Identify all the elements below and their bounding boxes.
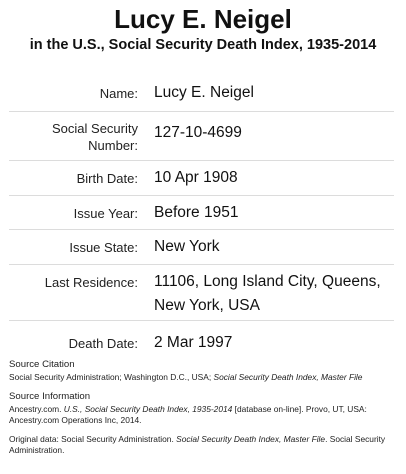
- page-subtitle: in the U.S., Social Security Death Index…: [29, 37, 377, 53]
- source-information-heading: Source Information: [9, 390, 91, 402]
- source-information-details: [database on-line]. Provo, UT, USA: Ance…: [9, 403, 367, 426]
- record-value: New York: [154, 238, 220, 255]
- source-citation: Source Citation Social Security Administ…: [9, 359, 401, 384]
- record-row-issue-state: Issue State: New York: [9, 230, 394, 265]
- source-citation-text: Social Security Administration; Washingt…: [9, 372, 401, 384]
- record-value: Lucy E. Neigel: [154, 84, 254, 101]
- source-information-text: Ancestry.com. U.S., Social Security Deat…: [9, 404, 401, 427]
- record-value-line: New York, USA: [154, 297, 260, 314]
- record-label: Issue Year:: [73, 206, 138, 221]
- record-row-name: Name: Lucy E. Neigel: [9, 71, 394, 112]
- record-value: 10 Apr 1908: [154, 169, 238, 186]
- source-notes: Source Citation Social Security Administ…: [9, 359, 401, 464]
- source-original-suffix: . Social Security Administration.: [9, 433, 386, 456]
- record-row-last-residence: Last Residence: 11106, Long Island City,…: [9, 265, 394, 321]
- page-title: Lucy E. Neigel: [114, 4, 292, 34]
- record-value: Before 1951: [154, 204, 239, 221]
- record-value: 2 Mar 1997: [154, 334, 233, 351]
- record-label: Issue State:: [69, 240, 138, 255]
- source-citation-plain: Social Security Administration; Washingt…: [9, 372, 214, 382]
- record-label: Social Security Number:: [52, 121, 138, 153]
- source-original-data: Original data: Social Security Administr…: [9, 434, 401, 457]
- source-original-text: Original data: Social Security Administr…: [9, 434, 401, 457]
- record-label: Last Residence:: [44, 275, 138, 290]
- record-row-ssn: Social Security Number: 127-10-4699: [9, 112, 394, 161]
- source-original-prefix: Original data: Social Security Administr…: [9, 433, 177, 444]
- record-row-birth-date: Birth Date: 10 Apr 1908: [9, 161, 394, 196]
- source-information-title: U.S., Social Security Death Index, 1935-…: [63, 403, 233, 414]
- record-value-line: 11106, Long Island City, Queens,: [154, 273, 381, 290]
- record-label: Birth Date:: [76, 171, 138, 186]
- record-row-death-date: Death Date: 2 Mar 1997: [9, 321, 394, 357]
- source-information: Source Information Ancestry.com. U.S., S…: [9, 391, 401, 427]
- record-value: 11106, Long Island City, Queens, New Yor…: [140, 265, 394, 320]
- record-label: Death Date:: [68, 336, 138, 351]
- source-information-publisher: Ancestry.com.: [9, 403, 64, 414]
- source-citation-title: Social Security Death Index, Master File: [213, 372, 363, 382]
- source-citation-heading: Source Citation: [9, 359, 75, 370]
- record-details: Name: Lucy E. Neigel Social Security Num…: [9, 71, 394, 357]
- record-value: 127-10-4699: [154, 124, 242, 141]
- source-original-title: Social Security Death Index, Master File: [176, 433, 326, 444]
- record-row-issue-year: Issue Year: Before 1951: [9, 196, 394, 230]
- record-label: Name:: [99, 86, 138, 101]
- page-header: Lucy E. Neigel in the U.S., Social Secur…: [0, 4, 406, 54]
